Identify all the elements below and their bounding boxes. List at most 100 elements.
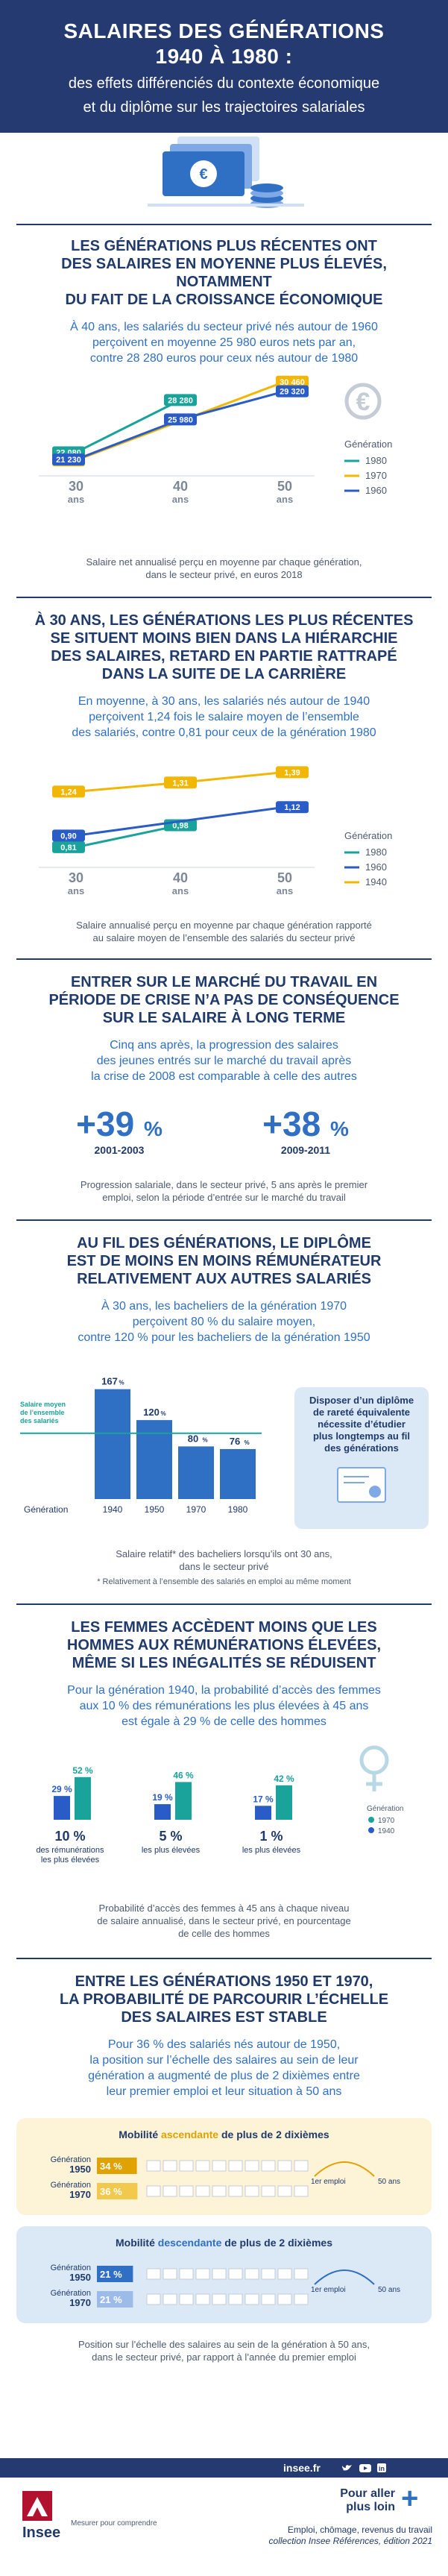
- bar-1970: [276, 1785, 292, 1820]
- mobility-bar-1950: [97, 2158, 137, 2174]
- section-5-title: LES FEMMES ACCÈDENT MOINS QUE LES HOMMES…: [16, 1618, 432, 1672]
- insee-name: Insee: [22, 2525, 61, 2541]
- data-label-bg: [164, 394, 197, 406]
- note-line: dans le secteur privé, par rapport à l’a…: [92, 2352, 356, 2363]
- reference-label: des salariés: [20, 1417, 59, 1424]
- decile-cell: [261, 2268, 276, 2280]
- main-title-line-1: SALAIRES DES GÉNÉRATIONS: [63, 19, 385, 43]
- decile-cell: [294, 2268, 309, 2280]
- mobility-value: 21 %: [100, 2269, 122, 2280]
- section-2-lead: En moyenne, à 30 ans, les salariés nés a…: [16, 694, 432, 741]
- plus-icon[interactable]: +: [401, 2482, 419, 2515]
- twitter-icon[interactable]: [342, 2465, 352, 2471]
- section-6-title: ENTRE LES GÉNÉRATIONS 1950 ET 1970, LA P…: [16, 1973, 432, 2026]
- bar-value: 46 %: [173, 1770, 194, 1780]
- title-line: SUR LE SALAIRE À LONG TERME: [102, 1010, 346, 1026]
- legend-label-1940: 1940: [378, 1827, 395, 1835]
- section-3-title: ENTRER SUR LE MARCHÉ DU TRAVAIL EN PÉRIO…: [16, 973, 432, 1027]
- lead-line: aux 10 % des rémunérations les plus élev…: [79, 1700, 369, 1712]
- x-tick-label: 1980: [228, 1504, 248, 1515]
- data-label-bg: [276, 375, 309, 388]
- title-part: Mobilité: [119, 2129, 162, 2140]
- progression-2009-2011: +38 % 2009-2011: [239, 1104, 373, 1156]
- youtube-icon[interactable]: [359, 2464, 371, 2472]
- x-tick-unit: ans: [68, 885, 84, 896]
- decile-cell: [228, 2293, 243, 2305]
- note-line: Position sur l’échelle des salaires au s…: [78, 2339, 370, 2350]
- site-link[interactable]: insee.fr: [283, 2462, 321, 2474]
- bar-value: 19 %: [152, 1792, 173, 1803]
- note-line: emploi, selon la période d’entrée sur le…: [102, 1192, 346, 1203]
- decile-cell: [277, 2185, 292, 2197]
- note-line: dans le secteur privé, en euros 2018: [145, 569, 303, 580]
- lead-line: À 40 ans, les salariés du secteur privé …: [70, 321, 378, 333]
- note-line: de celle des hommes: [178, 1928, 270, 1939]
- title-line: DU FAIT DE LA CROISSANCE ÉCONOMIQUE: [65, 292, 383, 308]
- legend-dot-1940: [368, 1827, 374, 1833]
- svg-text:in: in: [379, 2465, 385, 2472]
- decile-cell: [277, 2293, 292, 2305]
- lead-line: Cinq ans après, la progression des salai…: [110, 1039, 338, 1052]
- x-tick-label: 50: [277, 870, 292, 885]
- more-info-link[interactable]: Pour aller plus loin: [313, 2487, 395, 2514]
- decile-cell: [163, 2268, 177, 2280]
- lead-line: perçoivent 1,24 fois le salaire moyen de…: [89, 711, 359, 723]
- section-hierarchy: À 30 ANS, LES GÉNÉRATIONS LES PLUS RÉCEN…: [16, 612, 432, 741]
- box-line: de rareté équivalente: [312, 1407, 411, 1418]
- decile-cell: [228, 2185, 243, 2197]
- bar-unit: %: [202, 1436, 207, 1443]
- decile-cell: [294, 2185, 309, 2197]
- progression-unit: %: [329, 1117, 349, 1140]
- mobility-bar-1950: [97, 2266, 133, 2282]
- x-tick-label: 30: [69, 870, 83, 885]
- data-label-bg: [276, 385, 309, 398]
- title-line: RELATIVEMENT AUX AUTRES SALARIÉS: [77, 1271, 371, 1287]
- lead-line: Pour la génération 1940, la probabilité …: [67, 1684, 381, 1697]
- x-tick-unit: ans: [68, 494, 84, 505]
- section-divider: [16, 1603, 432, 1605]
- ascending-mobility-panel: Mobilité ascendante de plus de 2 dixième…: [16, 2118, 432, 2215]
- mobility-arrow-icon: [314, 2161, 375, 2177]
- progression-value: +39: [76, 1105, 135, 1143]
- lead-line: contre 120 % pour les bacheliers de la g…: [78, 1331, 370, 1344]
- decile-cell: [179, 2293, 194, 2305]
- x-tick-unit: ans: [172, 494, 189, 505]
- decile-cell: [146, 2160, 161, 2172]
- x-tick-unit: ans: [172, 885, 189, 896]
- decile-cell: [261, 2160, 276, 2172]
- data-label: 0,90: [60, 832, 76, 841]
- data-label-bg: [52, 841, 85, 853]
- progression-value: +38: [262, 1105, 321, 1143]
- note-line: Progression salariale, dans le secteur p…: [80, 1179, 368, 1190]
- generation-label: Génération: [51, 2264, 91, 2272]
- title-line: PÉRIODE DE CRISE N’A PAS DE CONSÉQUENCE: [48, 992, 400, 1008]
- progression-2001-2003: +39 % 2001-2003: [52, 1104, 186, 1156]
- title-part: Mobilité: [116, 2237, 158, 2249]
- more-line: Pour aller: [340, 2487, 395, 2500]
- x-tick-label: 30: [69, 479, 83, 494]
- legend-label-1970: 1970: [378, 1817, 395, 1825]
- group-caption: des rémunérations: [36, 1846, 104, 1855]
- bar-value: 76: [230, 1436, 240, 1447]
- linkedin-icon[interactable]: in: [377, 2463, 386, 2472]
- box-line: plus longtemps au fil: [312, 1430, 410, 1442]
- lead-line: À 30 ans, les bacheliers de la génératio…: [101, 1300, 347, 1313]
- generation-year: 1970: [69, 2297, 91, 2308]
- fifty-label: 50 ans: [378, 2286, 400, 2294]
- data-label-bg: [164, 413, 197, 426]
- more-line: plus loin: [346, 2501, 395, 2513]
- title-line: AU FIL DES GÉNÉRATIONS, LE DIPLÔME: [77, 1235, 371, 1251]
- note-line: dans le secteur privé: [179, 1561, 269, 1572]
- bar-1940: [95, 1389, 130, 1499]
- title-line: LA PROBABILITÉ DE PARCOURIR L’ÉCHELLE: [59, 1991, 389, 2008]
- section-1-title: LES GÉNÉRATIONS PLUS RÉCENTES ONT DES SA…: [16, 237, 432, 309]
- title-line: DES SALAIRES EST STABLE: [121, 2009, 327, 2026]
- note-line: au salaire moyen de l’ensemble des salar…: [92, 932, 356, 943]
- series-line-1980: [75, 823, 181, 849]
- lead-line: génération a augmenté de plus de 2 dixiè…: [88, 2070, 360, 2082]
- period-label: 2001-2003: [94, 1144, 145, 1156]
- series-line-1980: [75, 399, 181, 453]
- mobility-value: 36 %: [100, 2186, 122, 2197]
